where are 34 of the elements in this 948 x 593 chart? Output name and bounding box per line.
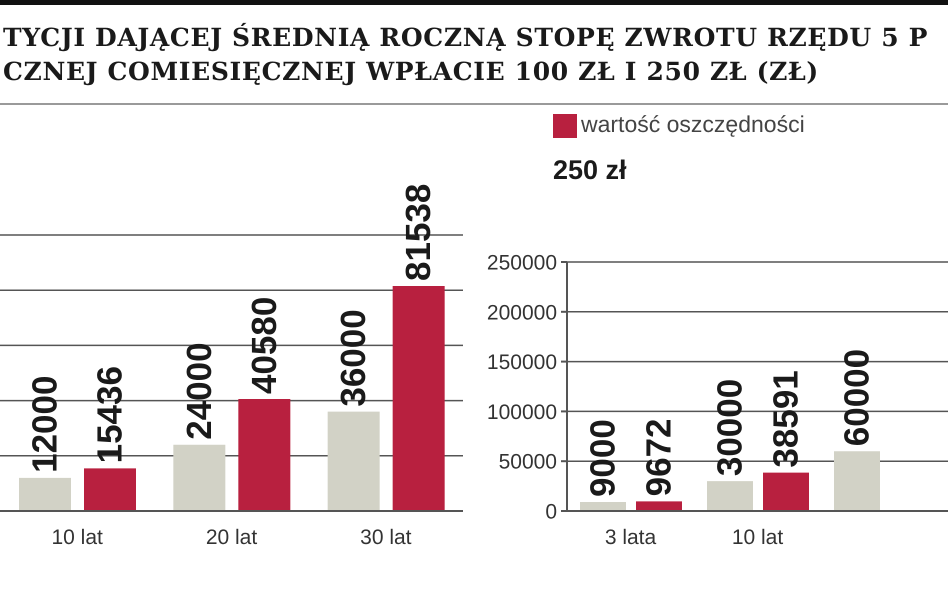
x-tick-label: 10 lat xyxy=(732,526,784,549)
bar xyxy=(84,468,136,511)
bar xyxy=(173,444,226,511)
y-tick-label: 150000 xyxy=(486,351,557,374)
chart-title: 250 zł xyxy=(553,155,627,186)
y-tick-label: 0 xyxy=(545,500,557,524)
data-label: 9000 xyxy=(584,419,622,498)
bar xyxy=(763,472,809,511)
data-label: 15436 xyxy=(90,366,130,464)
data-label: 24000 xyxy=(180,342,219,440)
bar xyxy=(707,481,753,511)
bar xyxy=(238,399,290,511)
y-tick-label: 200000 xyxy=(486,301,557,324)
x-tick-label: 20 lat xyxy=(206,526,258,549)
x-tick-label: 30 lat xyxy=(360,526,412,549)
data-label: 9672 xyxy=(640,418,678,496)
data-label: 12000 xyxy=(26,376,64,473)
y-tick-label: 250000 xyxy=(486,251,557,274)
x-tick-label: 10 lat xyxy=(51,526,104,549)
chart-title: TYCJI DAJĄCEJ ŚREDNIĄ ROCZNĄ STOPĘ ZWROTU RZĘDU 5 P CZNEJ COMIESIĘCZNEJ WPŁACIE 100 ZŁ I 250 ZŁ (ZŁ) xyxy=(3,22,930,88)
data-label: 30000 xyxy=(710,378,750,476)
data-label: 60000 xyxy=(838,348,876,446)
y-tick-label: 50000 xyxy=(498,450,557,474)
x-tick-label: 3 lata xyxy=(604,526,657,549)
data-label: 40580 xyxy=(244,296,284,394)
bar xyxy=(328,412,380,511)
bar xyxy=(392,286,445,511)
data-label: 81538 xyxy=(399,184,438,281)
legend-label: wartość oszczędności xyxy=(581,111,805,137)
y-tick-label: 100000 xyxy=(486,400,557,424)
data-label: 38591 xyxy=(766,370,806,468)
data-label: 36000 xyxy=(334,309,374,407)
bar xyxy=(19,478,71,511)
bar xyxy=(834,451,880,511)
